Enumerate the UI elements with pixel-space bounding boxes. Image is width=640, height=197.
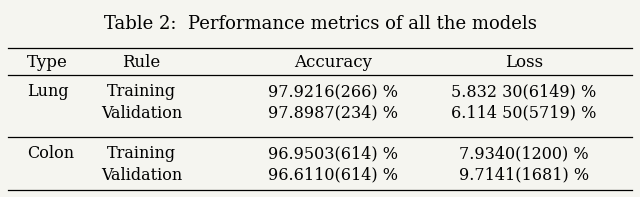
Text: Type: Type [27, 54, 68, 71]
Text: Loss: Loss [505, 54, 543, 71]
Text: Rule: Rule [122, 54, 161, 71]
Text: 5.832 30(6149) %: 5.832 30(6149) % [451, 83, 596, 100]
Text: 97.8987(234) %: 97.8987(234) % [268, 105, 397, 122]
Text: 9.7141(1681) %: 9.7141(1681) % [459, 167, 589, 184]
Text: Accuracy: Accuracy [294, 54, 372, 71]
Text: Validation: Validation [101, 167, 182, 184]
Text: Training: Training [107, 83, 176, 100]
Text: 97.9216(266) %: 97.9216(266) % [268, 83, 397, 100]
Text: Validation: Validation [101, 105, 182, 122]
Text: 96.6110(614) %: 96.6110(614) % [268, 167, 397, 184]
Text: 6.114 50(5719) %: 6.114 50(5719) % [451, 105, 596, 122]
Text: Colon: Colon [27, 145, 74, 162]
Text: 96.9503(614) %: 96.9503(614) % [268, 145, 397, 162]
Text: 7.9340(1200) %: 7.9340(1200) % [459, 145, 589, 162]
Text: Table 2:  Performance metrics of all the models: Table 2: Performance metrics of all the … [104, 15, 536, 33]
Text: Lung: Lung [27, 83, 68, 100]
Text: Training: Training [107, 145, 176, 162]
